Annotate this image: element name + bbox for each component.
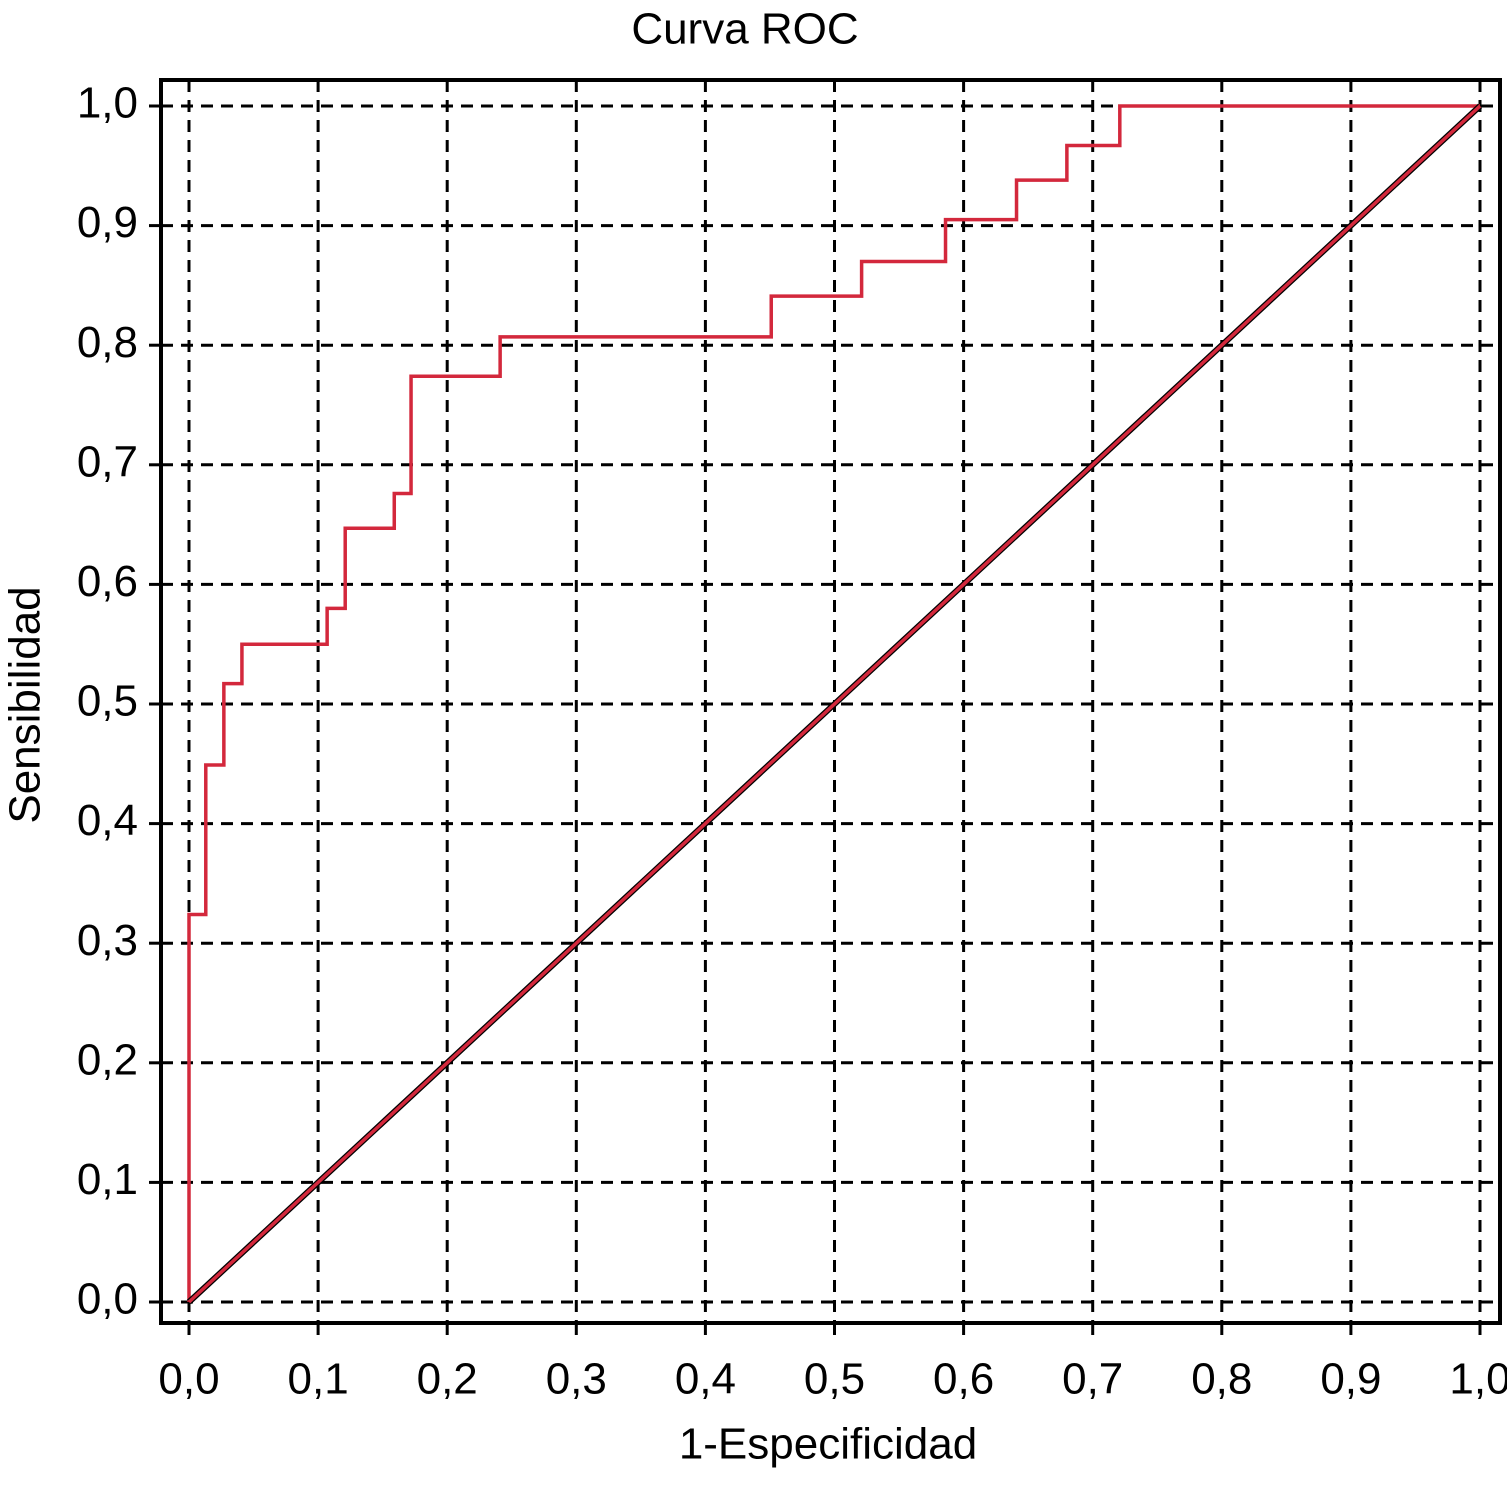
x-tick-label: 0,5 — [804, 1355, 865, 1404]
y-tick-label: 0,7 — [77, 437, 138, 486]
y-tick-label: 0,3 — [77, 916, 138, 965]
x-tick-label: 0,2 — [417, 1355, 478, 1404]
x-tick-label: 0,0 — [158, 1355, 219, 1404]
x-tick-label: 0,7 — [1062, 1355, 1123, 1404]
x-tick-label: 0,9 — [1320, 1355, 1381, 1404]
y-tick-label: 0,2 — [77, 1035, 138, 1084]
y-tick-label: 1,0 — [77, 79, 138, 128]
x-tick-label: 0,3 — [546, 1355, 607, 1404]
y-tick-label: 0,6 — [77, 557, 138, 606]
roc-curve — [187, 104, 1480, 1302]
chart-title: Curva ROC — [631, 5, 858, 54]
x-tick-label: 0,8 — [1191, 1355, 1252, 1404]
x-tick-label: 0,1 — [288, 1355, 349, 1404]
y-tick-label: 0,5 — [77, 677, 138, 726]
reference-line — [187, 104, 1482, 1304]
y-tick-label: 0,0 — [77, 1275, 138, 1324]
y-tick-label: 0,8 — [77, 318, 138, 367]
y-tick-label: 0,4 — [77, 796, 138, 845]
x-axis-label: 1-Especificidad — [679, 1420, 977, 1469]
y-tick-label: 0,9 — [77, 198, 138, 247]
plot-frame — [159, 78, 1502, 1325]
x-tick-label: 0,6 — [933, 1355, 994, 1404]
x-tick-label: 1,0 — [1449, 1355, 1507, 1404]
x-tick-label: 0,4 — [675, 1355, 736, 1404]
y-axis-label: Sensibilidad — [1, 586, 50, 823]
y-tick-label: 0,1 — [77, 1155, 138, 1204]
